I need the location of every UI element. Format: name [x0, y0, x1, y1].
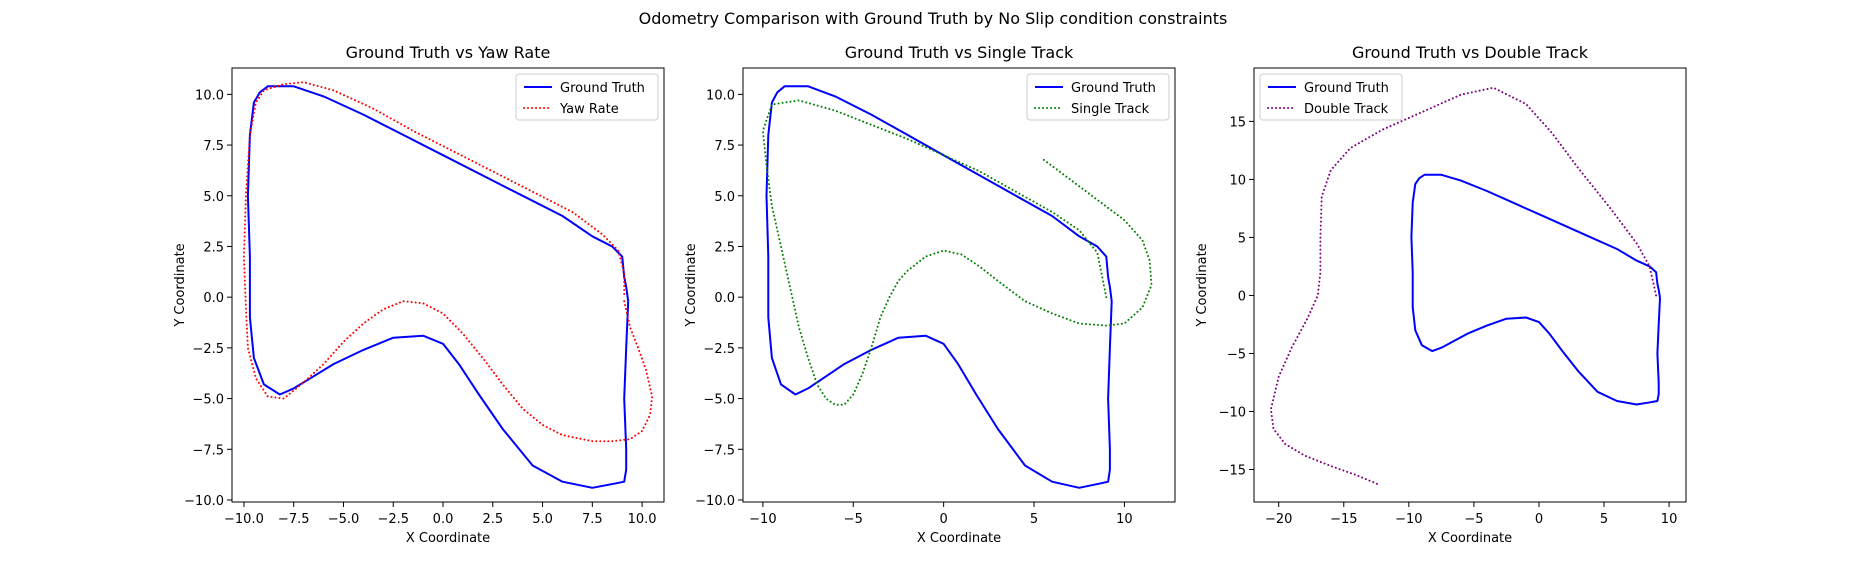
x-tick-label: 0 — [939, 512, 947, 527]
x-tick-label: 10.0 — [628, 512, 657, 527]
y-axis-label: Y Coordinate — [173, 243, 188, 327]
y-tick-label: −7.5 — [703, 443, 735, 458]
subplot-2: Ground Truth vs Single Track −10 −5 0 5 10 −10… — [684, 43, 1176, 546]
series-line-ground-truth — [1410, 173, 1661, 406]
x-tick-label: 5.0 — [532, 512, 553, 527]
subplot-1: Ground Truth vs Yaw Rate −10.0 −7.5 −5.0 −2.… — [173, 43, 665, 546]
series-line-single-track — [761, 99, 1153, 406]
x-tick-label: −5 — [844, 512, 863, 527]
subplot-title: Ground Truth vs Single Track — [845, 43, 1074, 62]
y-tick-label: −10.0 — [184, 494, 224, 509]
plot-area — [761, 85, 1153, 489]
y-tick-label: −15 — [1219, 464, 1246, 479]
subplots: Ground Truth vs Yaw Rate −10.0 −7.5 −5.0 −2.… — [173, 43, 1687, 546]
legend-label: Ground Truth — [1304, 81, 1389, 96]
x-tick-label: −7.5 — [278, 512, 310, 527]
x-tick-label: 0 — [1535, 512, 1543, 527]
y-tick-label: −5.0 — [703, 393, 735, 408]
legend-label: Ground Truth — [1071, 81, 1156, 96]
y-tick-label: −2.5 — [192, 342, 224, 357]
x-tick-label: −10 — [1395, 512, 1422, 527]
legend: Ground Truth Double Track — [1259, 73, 1403, 121]
y-tick-label: 0.0 — [714, 291, 735, 306]
y-tick-label: 7.5 — [203, 139, 224, 154]
x-axis-label: X Coordinate — [917, 531, 1001, 546]
y-tick-label: −5 — [1227, 347, 1246, 362]
x-axis-label: X Coordinate — [1428, 531, 1512, 546]
y-tick-label: −2.5 — [703, 342, 735, 357]
legend-box — [1259, 73, 1403, 121]
x-tick-label: 5 — [1600, 512, 1608, 527]
series-line-ground-truth — [246, 85, 630, 489]
x-tick-label: 2.5 — [482, 512, 503, 527]
y-tick-label: −10 — [1219, 405, 1246, 420]
x-tick-label: 5 — [1030, 512, 1038, 527]
x-axis-label: X Coordinate — [406, 531, 490, 546]
y-tick-label: 10.0 — [706, 88, 735, 103]
series-line-yaw-rate — [242, 81, 654, 443]
legend-box — [1026, 73, 1170, 121]
legend-label: Single Track — [1071, 102, 1150, 117]
y-tick-label: 10 — [1229, 173, 1246, 188]
x-tick-label: 7.5 — [582, 512, 603, 527]
subplot-title: Ground Truth vs Yaw Rate — [346, 43, 551, 62]
y-tick-label: 5.0 — [203, 190, 224, 205]
series-line-double-track — [1269, 86, 1658, 486]
axes-frame — [231, 67, 665, 503]
axes-frame — [1253, 67, 1687, 503]
x-tick-label: −5 — [1464, 512, 1483, 527]
x-tick-label: −5.0 — [328, 512, 360, 527]
subplot-3: Ground Truth vs Double Track −20 −15 −10 −5 0… — [1195, 43, 1687, 546]
y-axis-label: Y Coordinate — [1195, 243, 1210, 327]
y-tick-label: −5.0 — [192, 393, 224, 408]
legend-label: Yaw Rate — [559, 102, 619, 117]
y-tick-label: 10.0 — [195, 88, 224, 103]
y-tick-label: −7.5 — [192, 443, 224, 458]
x-tick-label: −10 — [749, 512, 776, 527]
figure-suptitle: Odometry Comparison with Ground Truth by… — [639, 9, 1228, 28]
axes-frame — [742, 67, 1176, 503]
y-axis-label: Y Coordinate — [684, 243, 699, 327]
subplot-title: Ground Truth vs Double Track — [1352, 43, 1589, 62]
y-tick-label: 5.0 — [714, 190, 735, 205]
x-tick-label: 0.0 — [433, 512, 454, 527]
legend-label: Ground Truth — [560, 81, 645, 96]
y-tick-label: 15 — [1229, 115, 1246, 130]
x-tick-label: −10.0 — [224, 512, 264, 527]
legend-label: Double Track — [1304, 102, 1389, 117]
y-tick-label: 0 — [1238, 289, 1246, 304]
y-tick-label: 0.0 — [203, 291, 224, 306]
y-tick-label: 7.5 — [714, 139, 735, 154]
x-tick-label: −20 — [1265, 512, 1292, 527]
legend: Ground Truth Single Track — [1026, 73, 1170, 121]
x-tick-label: 10 — [1661, 512, 1678, 527]
series-line-ground-truth — [765, 85, 1113, 489]
legend: Ground Truth Yaw Rate — [515, 73, 659, 121]
y-tick-label: 2.5 — [203, 240, 224, 255]
y-tick-label: 5 — [1238, 231, 1246, 246]
x-tick-label: 10 — [1116, 512, 1133, 527]
x-tick-label: −15 — [1330, 512, 1357, 527]
x-tick-label: −2.5 — [377, 512, 409, 527]
plot-area — [1269, 86, 1661, 486]
y-tick-label: 2.5 — [714, 240, 735, 255]
y-tick-label: −10.0 — [695, 494, 735, 509]
plot-area — [242, 81, 654, 489]
legend-box — [515, 73, 659, 121]
